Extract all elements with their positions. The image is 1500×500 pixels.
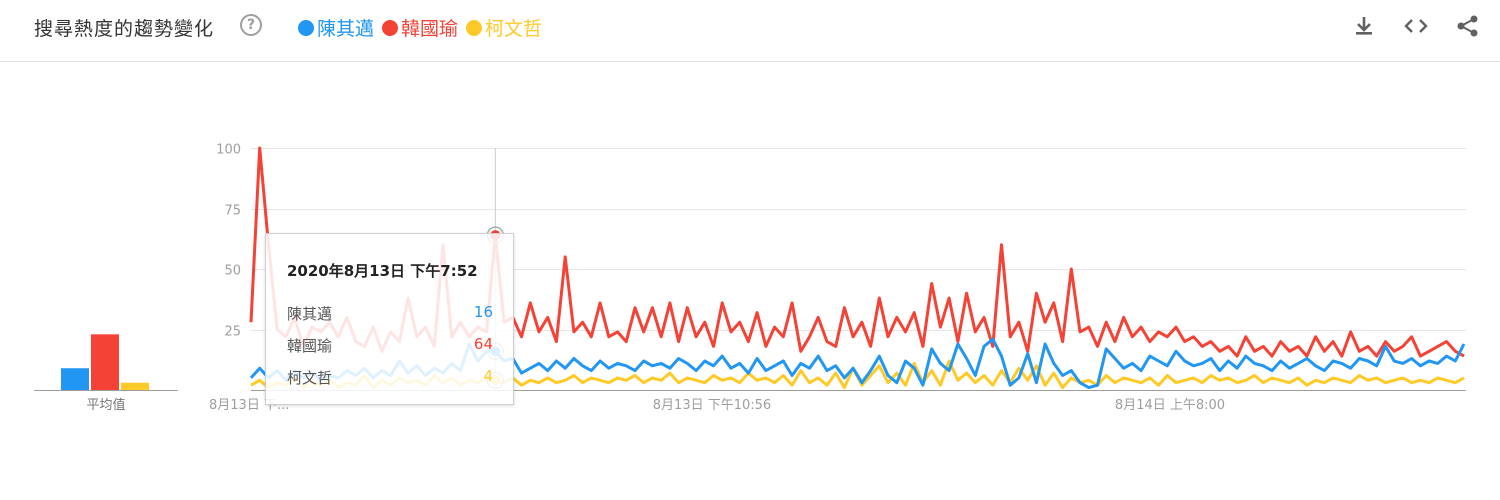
chart-area: 平均值 100 75 50 25 8月13日 下... 8月13日 下午10:56 8… [34,143,1466,413]
share-icon[interactable] [1454,12,1482,40]
average-bar [61,368,89,390]
x-tick-label: 8月13日 下午10:56 [653,398,771,413]
help-icon[interactable]: ? [240,14,262,36]
y-tick-label: 100 [216,143,241,158]
chart-title: 搜尋熱度的趨勢變化 [34,18,215,40]
y-tick-label: 50 [224,264,241,279]
average-label: 平均值 [86,397,125,413]
legend-item-han[interactable]: 韓國瑜 [382,14,458,41]
tooltip-value: 16 [473,303,493,321]
legend: 陳其邁 韓國瑜 柯文哲 [298,14,542,41]
tooltip-label: 柯文哲 [287,369,333,387]
hover-tooltip: 2020年8月13日 下午7:52 陳其邁 16 韓國瑜 64 柯文哲 4 [265,233,514,405]
legend-item-chen[interactable]: 陳其邁 [298,14,374,41]
legend-dot [382,19,399,36]
legend-label: 柯文哲 [485,18,543,40]
download-icon[interactable] [1350,12,1378,40]
tooltip-label: 韓國瑜 [287,337,333,355]
tooltip-value: 4 [483,367,493,385]
average-bar [121,382,149,390]
tooltip-value: 64 [473,335,493,353]
legend-label: 陳其邁 [317,18,375,40]
embed-icon[interactable] [1402,12,1430,40]
x-tick-labels: 8月13日 下... 8月13日 下午10:56 8月14日 上午8:00 [209,398,1225,413]
y-tick-label: 25 [224,325,241,340]
legend-dot [298,19,314,36]
tooltip-date: 2020年8月13日 下午7:52 [287,262,478,280]
tooltip-row-han: 韓國瑜 64 [287,335,493,356]
legend-label: 韓國瑜 [401,18,459,40]
y-tick-label: 75 [224,204,241,219]
tooltip-label: 陳其邁 [287,305,333,323]
tooltip-row-ko: 柯文哲 4 [287,367,493,388]
legend-dot [466,19,483,36]
header-bar: 搜尋熱度的趨勢變化 ? 陳其邁 韓國瑜 柯文哲 [0,0,1500,62]
average-bar [91,334,119,390]
x-tick-label: 8月14日 上午8:00 [1115,398,1225,413]
tooltip-row-chen: 陳其邁 16 [287,303,493,324]
average-bars [34,334,178,391]
legend-item-ko[interactable]: 柯文哲 [466,14,542,41]
